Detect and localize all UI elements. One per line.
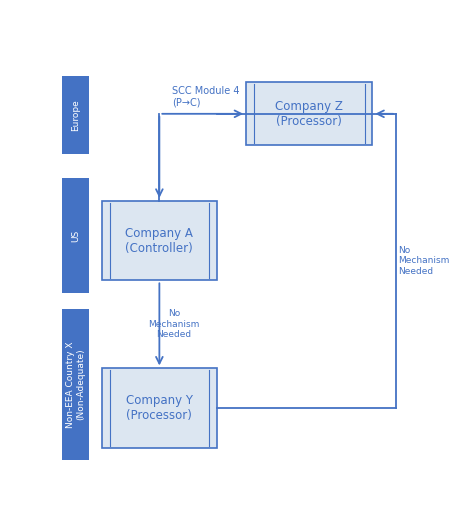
- Text: Company Y
(Processor): Company Y (Processor): [126, 394, 193, 422]
- Bar: [246, 82, 372, 145]
- Bar: [62, 309, 89, 460]
- Bar: [62, 76, 89, 153]
- Bar: [62, 178, 89, 293]
- Text: No
Mechanism
Needed: No Mechanism Needed: [148, 310, 199, 339]
- Text: SCC Module 4
(P→C): SCC Module 4 (P→C): [172, 86, 240, 108]
- Bar: [102, 201, 217, 280]
- Text: No
Mechanism
Needed: No Mechanism Needed: [398, 246, 449, 276]
- Text: US: US: [71, 229, 80, 242]
- Text: Company Z
(Processor): Company Z (Processor): [275, 100, 343, 128]
- Text: Non-EEA Country X
(Non-Adequate): Non-EEA Country X (Non-Adequate): [66, 341, 85, 428]
- Text: Company A
(Controller): Company A (Controller): [125, 227, 193, 254]
- Bar: [102, 369, 217, 448]
- Text: Europe: Europe: [71, 99, 80, 131]
